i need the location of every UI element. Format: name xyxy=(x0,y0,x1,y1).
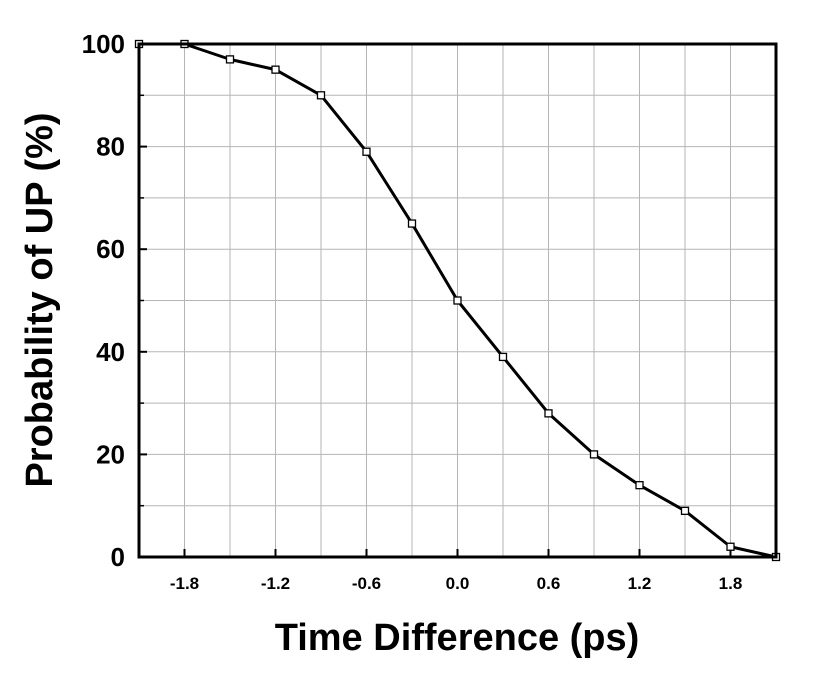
y-tick-label: 60 xyxy=(96,234,125,264)
plot-frame xyxy=(137,42,778,559)
x-tick-label: -1.8 xyxy=(170,574,199,593)
y-tick-label: 100 xyxy=(82,29,125,59)
y-tick-label: 20 xyxy=(96,439,125,469)
x-tick-label: 0.6 xyxy=(537,574,561,593)
x-tick-label: 1.8 xyxy=(719,574,743,593)
data-point xyxy=(271,65,280,74)
data-point xyxy=(407,219,417,228)
data-point xyxy=(362,147,371,156)
y-axis-title: Probability of UP (%) xyxy=(19,112,61,487)
y-tick-labels: 0 20 40 60 80 100 xyxy=(82,29,125,572)
data-point xyxy=(726,542,735,551)
data-point xyxy=(316,91,326,100)
data-point xyxy=(589,450,599,459)
x-tick-label: 0.0 xyxy=(446,574,470,593)
data-point xyxy=(635,481,644,490)
x-tick-label: -0.6 xyxy=(352,574,381,593)
data-point xyxy=(544,409,553,418)
x-tick-label: -1.2 xyxy=(261,574,290,593)
x-axis-title: Time Difference (ps) xyxy=(275,617,640,659)
y-tick-label: 0 xyxy=(111,542,125,572)
data-point xyxy=(680,506,690,515)
x-tick-labels: -1.8 -1.2 -0.6 0.0 0.6 1.2 1.8 xyxy=(170,574,742,593)
y-tick-label: 40 xyxy=(96,337,125,367)
data-point xyxy=(498,352,508,362)
data-point xyxy=(225,55,235,64)
x-tick-label: 1.2 xyxy=(628,574,652,593)
y-tick-label: 80 xyxy=(96,132,125,162)
data-point xyxy=(453,296,462,305)
